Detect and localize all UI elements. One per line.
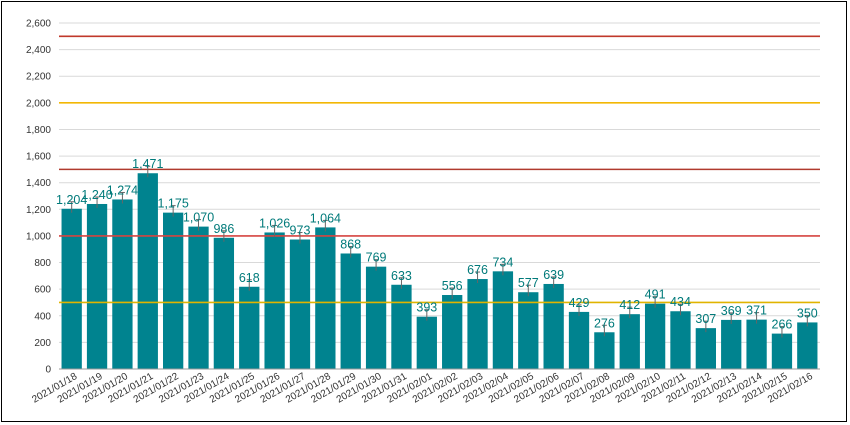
data-label: 734 <box>492 255 513 269</box>
bar <box>416 316 437 369</box>
bar <box>391 284 412 369</box>
data-label: 307 <box>695 312 716 326</box>
data-label: 769 <box>366 251 387 265</box>
data-label: 986 <box>213 222 234 236</box>
data-label: 973 <box>290 224 311 238</box>
data-label: 556 <box>442 279 463 293</box>
bar <box>594 332 615 369</box>
data-label: 429 <box>569 296 590 310</box>
bar <box>289 239 311 369</box>
bar <box>315 227 336 369</box>
y-tick-label: 600 <box>34 285 51 296</box>
y-tick-label: 0 <box>45 365 51 376</box>
y-tick-label: 200 <box>34 338 51 349</box>
bar <box>771 333 793 369</box>
bar <box>670 311 691 369</box>
data-label: 868 <box>340 237 361 251</box>
data-label: 1,064 <box>310 211 341 225</box>
data-label: 350 <box>797 306 818 320</box>
data-label: 1,240 <box>81 188 112 202</box>
y-tick-label: 1,800 <box>26 125 51 136</box>
data-label: 1,204 <box>56 193 87 207</box>
data-label: 369 <box>721 304 742 318</box>
bar <box>797 322 818 369</box>
data-label: 618 <box>239 271 260 285</box>
data-label: 1,026 <box>259 216 290 230</box>
y-tick-label: 1,600 <box>26 152 51 163</box>
data-label: 1,471 <box>132 157 163 171</box>
data-label: 676 <box>467 263 488 277</box>
data-label: 491 <box>645 288 666 302</box>
bar <box>163 212 184 369</box>
bar <box>721 319 742 369</box>
bar <box>264 232 285 369</box>
bar <box>61 208 82 369</box>
bar <box>644 303 666 369</box>
bar <box>188 226 209 369</box>
bar <box>112 199 133 369</box>
bar <box>467 279 488 369</box>
y-tick-label: 1,200 <box>26 205 51 216</box>
data-label: 633 <box>391 269 412 283</box>
data-label: 276 <box>594 316 615 330</box>
bar <box>340 253 361 369</box>
bar <box>543 283 564 369</box>
y-tick-label: 2,200 <box>26 72 51 83</box>
bar <box>137 173 158 369</box>
bar <box>442 295 463 369</box>
data-label: 434 <box>670 295 691 309</box>
bar <box>619 314 640 369</box>
y-tick-label: 800 <box>34 258 51 269</box>
bar <box>746 319 767 369</box>
bar <box>568 311 590 369</box>
bar <box>492 271 514 369</box>
y-tick-label: 400 <box>34 311 51 322</box>
y-tick-label: 1,000 <box>26 231 51 242</box>
bar <box>365 266 387 369</box>
bar <box>86 203 108 369</box>
data-label: 393 <box>416 301 437 315</box>
bar <box>695 328 716 369</box>
y-tick-label: 2,400 <box>26 45 51 56</box>
y-tick-label: 1,400 <box>26 178 51 189</box>
data-label: 577 <box>518 276 539 290</box>
data-label: 1,175 <box>158 197 189 211</box>
bar <box>239 286 260 369</box>
data-label: 371 <box>746 304 767 318</box>
data-label: 1,070 <box>183 211 214 225</box>
data-label: 639 <box>543 268 564 282</box>
y-tick-label: 2,000 <box>26 98 51 109</box>
bar <box>213 237 235 369</box>
data-label: 266 <box>772 318 793 332</box>
y-tick-label: 2,600 <box>26 19 51 30</box>
data-label: 412 <box>619 298 640 312</box>
bar <box>518 292 539 369</box>
data-label: 1,274 <box>107 183 138 197</box>
